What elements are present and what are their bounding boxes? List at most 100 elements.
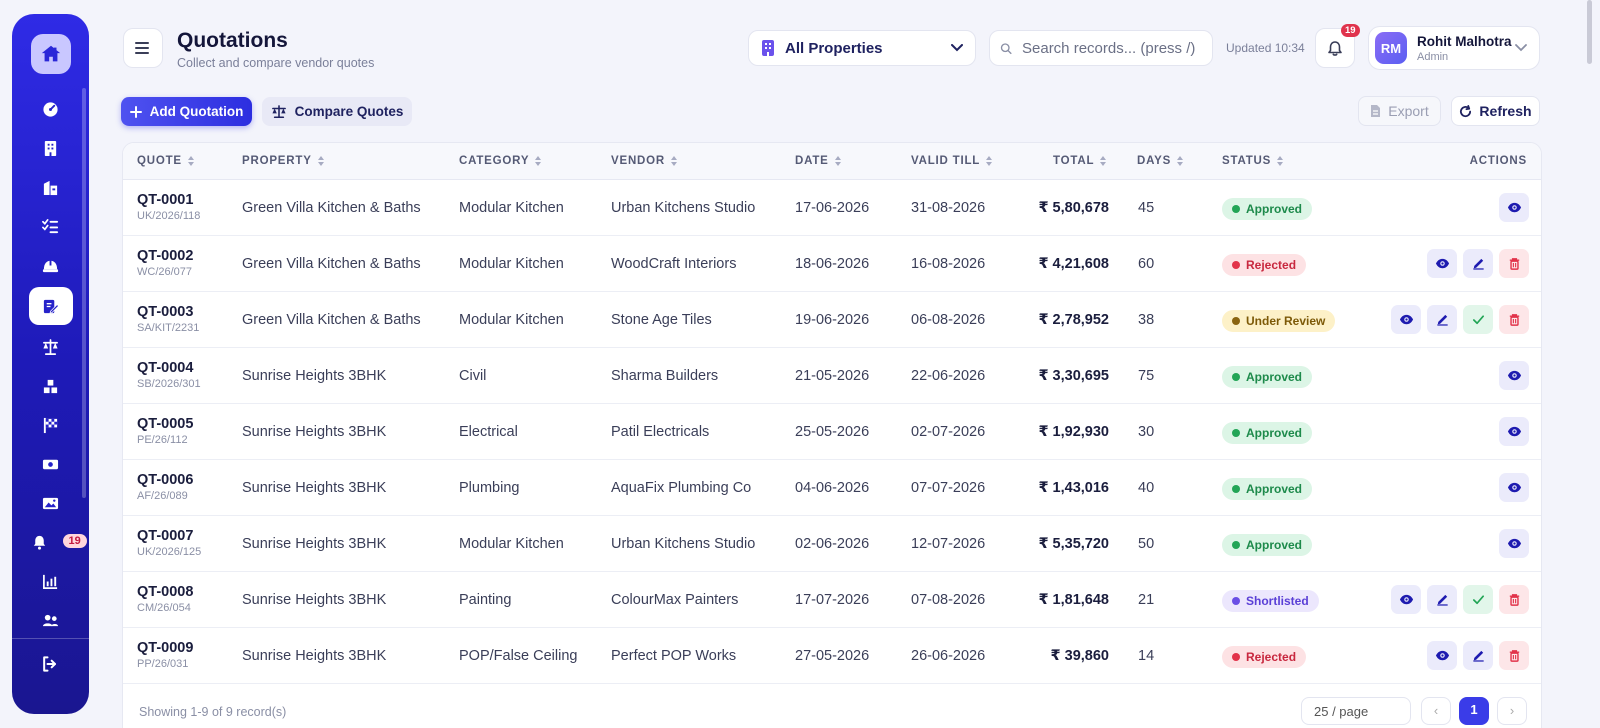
table-row[interactable]: QT-0003 SA/KIT/2231 Green Villa Kitchen & …	[123, 292, 1541, 348]
refresh-button[interactable]: Refresh	[1451, 96, 1540, 126]
page-button-current[interactable]: 1	[1459, 697, 1489, 725]
table-row[interactable]: QT-0002 WC/26/077 Green Villa Kitchen & Ba…	[123, 236, 1541, 292]
table-row[interactable]: QT-0006 AF/26/089 Sunrise Heights 3BHK Plum…	[123, 460, 1541, 516]
logout-icon[interactable]	[40, 654, 60, 679]
delete-button[interactable]	[1499, 641, 1529, 670]
trash-icon	[1509, 594, 1519, 606]
property-filter-select[interactable]: All Properties	[748, 30, 976, 66]
column-header-total[interactable]: TOTAL	[1053, 155, 1107, 167]
view-button[interactable]	[1391, 585, 1421, 614]
valid-till-cell: 22-06-2026	[911, 368, 986, 384]
property-cell: Sunrise Heights 3BHK	[242, 536, 387, 552]
property-cell: Sunrise Heights 3BHK	[242, 480, 387, 496]
total-cell: ₹ 5,35,720	[1038, 536, 1109, 552]
total-cell: ₹ 1,92,930	[1038, 424, 1109, 440]
home-logo-icon[interactable]	[30, 34, 71, 74]
approve-button[interactable]	[1463, 585, 1493, 614]
table-row[interactable]: QT-0001 UK/2026/118 Green Villa Kitchen & …	[123, 180, 1541, 236]
prev-page-button[interactable]: ‹	[1421, 697, 1451, 725]
sidebar-item-property[interactable]	[29, 170, 73, 204]
column-header-date[interactable]: DATE	[795, 155, 842, 167]
column-header-property[interactable]: PROPERTY	[242, 155, 325, 167]
search-icon	[1000, 42, 1012, 54]
column-header-quote[interactable]: QUOTE	[137, 155, 195, 167]
table-row[interactable]: QT-0004 SB/2026/301 Sunrise Heights 3BHK Ci…	[123, 348, 1541, 404]
sidebar-scrollbar[interactable]	[82, 88, 86, 498]
export-button[interactable]: Export	[1358, 96, 1441, 126]
sidebar-item-checklist[interactable]	[29, 209, 73, 243]
sidebar-item-building[interactable]	[29, 131, 73, 165]
edit-button[interactable]	[1427, 585, 1457, 614]
search-box[interactable]	[989, 30, 1213, 66]
days-cell: 30	[1138, 424, 1155, 440]
view-button[interactable]	[1427, 641, 1457, 670]
pencil-icon	[1472, 258, 1484, 270]
next-page-button[interactable]: ›	[1497, 697, 1527, 725]
sidebar-item-gallery[interactable]	[29, 486, 73, 520]
view-button[interactable]	[1499, 529, 1529, 558]
total-cell: ₹ 4,21,608	[1038, 256, 1109, 272]
quote-id: QT-0008	[137, 584, 194, 600]
category-cell: Electrical	[459, 424, 518, 440]
sidebar-item-money[interactable]	[29, 447, 73, 481]
table-row[interactable]: QT-0007 UK/2026/125 Sunrise Heights 3BHK Mo…	[123, 516, 1541, 572]
sidebar-item-dashboard[interactable]	[29, 92, 73, 126]
user-menu[interactable]: RM Rohit Malhotra Admin	[1368, 26, 1540, 70]
page-size-select[interactable]: 25 / page	[1301, 697, 1411, 725]
view-button[interactable]	[1499, 361, 1529, 390]
column-header-status[interactable]: STATUS	[1222, 155, 1284, 167]
table-row[interactable]: QT-0008 CM/26/054 Sunrise Heights 3BHK Pain…	[123, 572, 1541, 628]
column-header-days[interactable]: DAYS	[1137, 155, 1184, 167]
view-button[interactable]	[1391, 305, 1421, 334]
column-header-category[interactable]: CATEGORY	[459, 155, 542, 167]
sidebar-item-bell[interactable]: 19	[29, 525, 87, 559]
approve-button[interactable]	[1463, 305, 1493, 334]
eye-icon	[1507, 538, 1521, 549]
sidebar-item-milestone-flag[interactable]	[29, 408, 73, 442]
table-row[interactable]: QT-0005 PE/26/112 Sunrise Heights 3BHK Elec…	[123, 404, 1541, 460]
page-scrollbar[interactable]	[1584, 0, 1594, 728]
delete-button[interactable]	[1499, 305, 1529, 334]
row-actions	[1499, 417, 1529, 446]
sidebar-item-users[interactable]	[29, 603, 73, 637]
valid-till-cell: 02-07-2026	[911, 424, 986, 440]
page-scrollbar-thumb[interactable]	[1587, 0, 1592, 64]
sidebar-item-report-chart[interactable]	[29, 564, 73, 598]
pencil-icon	[1436, 594, 1448, 606]
page-title: Quotations	[177, 29, 288, 52]
view-button[interactable]	[1499, 473, 1529, 502]
delete-button[interactable]	[1499, 249, 1529, 278]
sidebar-nav: 19	[28, 92, 87, 642]
column-header-valid-till[interactable]: VALID TILL	[911, 155, 993, 167]
table-row[interactable]: QT-0009 PP/26/031 Sunrise Heights 3BHK POP/…	[123, 628, 1541, 684]
quote-id: QT-0005	[137, 416, 194, 432]
check-icon	[1472, 595, 1484, 605]
sidebar-item-quotation[interactable]	[28, 287, 73, 325]
edit-button[interactable]	[1463, 249, 1493, 278]
compare-quotes-button[interactable]: Compare Quotes	[262, 97, 412, 126]
sidebar-item-scale[interactable]	[29, 330, 73, 364]
view-button[interactable]	[1499, 193, 1529, 222]
money-icon	[42, 459, 59, 469]
category-cell: Modular Kitchen	[459, 256, 564, 272]
edit-button[interactable]	[1463, 641, 1493, 670]
sidebar-item-helmet[interactable]	[29, 248, 73, 282]
search-input[interactable]	[1022, 39, 1202, 57]
users-icon	[42, 614, 59, 626]
add-quotation-label: Add Quotation	[149, 104, 244, 119]
notifications-button[interactable]: 19	[1315, 24, 1360, 68]
date-cell: 21-05-2026	[795, 368, 870, 384]
column-header-vendor[interactable]: VENDOR	[611, 155, 678, 167]
delete-button[interactable]	[1499, 585, 1529, 614]
property-icon	[43, 180, 58, 195]
add-quotation-button[interactable]: Add Quotation	[121, 97, 252, 126]
quotation-icon	[43, 299, 59, 314]
menu-toggle-button[interactable]	[123, 28, 163, 68]
sidebar-item-boxes[interactable]	[29, 369, 73, 403]
milestone-flag-icon	[43, 417, 58, 433]
chevron-down-icon	[951, 44, 963, 52]
dashboard-icon	[43, 101, 58, 117]
edit-button[interactable]	[1427, 305, 1457, 334]
view-button[interactable]	[1427, 249, 1457, 278]
view-button[interactable]	[1499, 417, 1529, 446]
